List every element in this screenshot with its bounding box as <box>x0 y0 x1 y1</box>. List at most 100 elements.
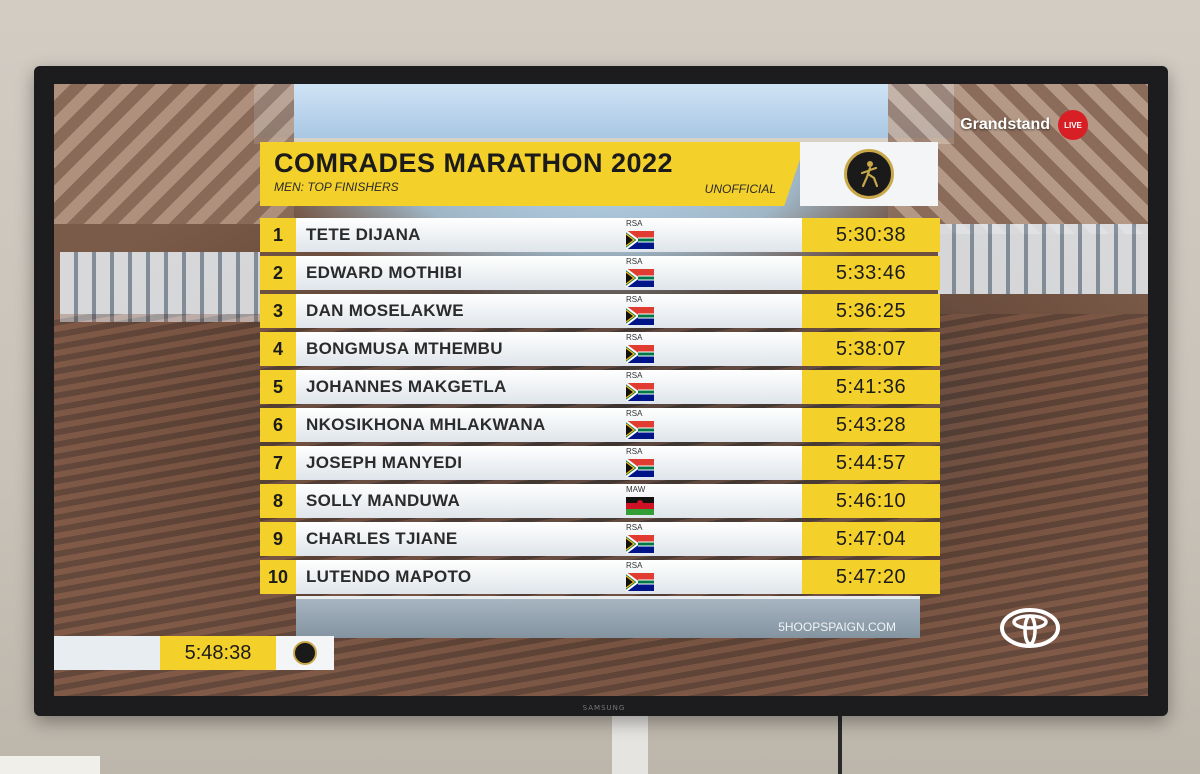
footer-sponsor: 5HOOPSPAIGN.COM <box>778 620 896 634</box>
result-nationality-code: RSA <box>626 561 643 570</box>
live-badge: LIVE <box>1058 110 1088 140</box>
result-athlete-name: DAN MOSELAKWE <box>306 301 464 320</box>
south-africa-flag-icon <box>626 535 654 553</box>
result-position: 2 <box>260 256 296 290</box>
result-nationality: RSA <box>626 523 656 555</box>
south-africa-flag-icon <box>626 573 654 591</box>
tv-brand: SAMSUNG <box>582 704 626 712</box>
result-athlete-name: BONGMUSA MTHEMBU <box>306 339 503 358</box>
result-row: 10 LUTENDO MAPOTO RSA 5:47:20 <box>260 560 940 594</box>
south-africa-flag-icon <box>626 231 654 249</box>
stadium-roof-opening <box>254 84 954 144</box>
south-africa-flag-icon <box>626 345 654 363</box>
board-header: COMRADES MARATHON 2022 MEN: TOP FINISHER… <box>260 142 806 206</box>
result-nationality: RSA <box>626 333 656 365</box>
result-row: 5 JOHANNES MAKGETLA RSA 5:41:36 <box>260 370 940 404</box>
channel-name: Grandstand <box>960 116 1050 133</box>
result-time: 5:30:38 <box>802 218 940 252</box>
result-position: 7 <box>260 446 296 480</box>
toyota-logo-icon <box>1000 608 1060 648</box>
stadium-stands-left <box>60 252 260 322</box>
result-position: 6 <box>260 408 296 442</box>
tv-screen: Grandstand LIVE COMRADES MARATHON 2022 M… <box>54 84 1148 696</box>
south-africa-flag-icon <box>626 269 654 287</box>
result-nationality: RSA <box>626 257 656 289</box>
result-athlete-cell: SOLLY MANDUWA MAW <box>296 484 802 518</box>
result-athlete-name: TETE DIJANA <box>306 225 421 244</box>
result-athlete-cell: TETE DIJANA RSA <box>296 218 802 252</box>
result-time: 5:41:36 <box>802 370 940 404</box>
malawi-flag-icon <box>626 497 654 515</box>
tv-mount-bracket <box>612 716 648 774</box>
south-africa-flag-icon <box>626 459 654 477</box>
result-athlete-cell: JOSEPH MANYEDI RSA <box>296 446 802 480</box>
result-nationality-code: RSA <box>626 257 643 266</box>
result-athlete-cell: NKOSIKHONA MHLAKWANA RSA <box>296 408 802 442</box>
result-row: 7 JOSEPH MANYEDI RSA 5:44:57 <box>260 446 940 480</box>
result-nationality-code: RSA <box>626 523 643 532</box>
result-athlete-cell: CHARLES TJIANE RSA <box>296 522 802 556</box>
result-row: 4 BONGMUSA MTHEMBU RSA 5:38:07 <box>260 332 940 366</box>
paper-note <box>0 756 100 774</box>
result-position: 1 <box>260 218 296 252</box>
result-time: 5:47:20 <box>802 560 940 594</box>
result-athlete-cell: DAN MOSELAKWE RSA <box>296 294 802 328</box>
result-time: 5:47:04 <box>802 522 940 556</box>
race-clock-panel <box>54 636 160 670</box>
south-africa-flag-icon <box>626 307 654 325</box>
comrades-mini-logo-icon <box>293 641 317 665</box>
race-clock-time: 5:48:38 <box>160 636 276 670</box>
stadium-roof-left <box>54 84 294 224</box>
result-position: 4 <box>260 332 296 366</box>
board-status: UNOFFICIAL <box>704 182 776 196</box>
board-subtitle: MEN: TOP FINISHERS <box>274 180 399 194</box>
comrades-logo-box <box>800 142 938 206</box>
stadium-stands-right <box>938 224 1148 294</box>
result-position: 10 <box>260 560 296 594</box>
result-nationality-code: RSA <box>626 409 643 418</box>
result-athlete-cell: EDWARD MOTHIBI RSA <box>296 256 802 290</box>
result-position: 3 <box>260 294 296 328</box>
result-nationality: RSA <box>626 295 656 327</box>
result-position: 8 <box>260 484 296 518</box>
result-athlete-cell: LUTENDO MAPOTO RSA <box>296 560 802 594</box>
result-time: 5:38:07 <box>802 332 940 366</box>
result-row: 2 EDWARD MOTHIBI RSA 5:33:46 <box>260 256 940 290</box>
result-nationality-code: MAW <box>626 485 646 494</box>
result-nationality: RSA <box>626 447 656 479</box>
result-athlete-name: SOLLY MANDUWA <box>306 491 461 510</box>
result-nationality: RSA <box>626 371 656 403</box>
result-athlete-cell: BONGMUSA MTHEMBU RSA <box>296 332 802 366</box>
result-nationality-code: RSA <box>626 295 643 304</box>
result-time: 5:33:46 <box>802 256 940 290</box>
result-athlete-name: JOSEPH MANYEDI <box>306 453 463 472</box>
comrades-logo-icon <box>844 149 894 199</box>
result-row: 1 TETE DIJANA RSA 5:30:38 <box>260 218 940 252</box>
race-clock-logo-box <box>276 636 334 670</box>
result-row: 6 NKOSIKHONA MHLAKWANA RSA 5:43:28 <box>260 408 940 442</box>
result-time: 5:36:25 <box>802 294 940 328</box>
runner-icon <box>860 161 879 188</box>
result-athlete-name: JOHANNES MAKGETLA <box>306 377 507 396</box>
board-footer: 5HOOPSPAIGN.COM <box>296 596 920 638</box>
result-nationality-code: RSA <box>626 371 643 380</box>
south-africa-flag-icon <box>626 421 654 439</box>
result-nationality: RSA <box>626 561 656 593</box>
result-row: 9 CHARLES TJIANE RSA 5:47:04 <box>260 522 940 556</box>
tv-cable <box>838 716 842 774</box>
result-athlete-name: CHARLES TJIANE <box>306 529 458 548</box>
channel-bug: Grandstand LIVE <box>960 110 1088 140</box>
result-time: 5:46:10 <box>802 484 940 518</box>
result-athlete-name: LUTENDO MAPOTO <box>306 567 472 586</box>
result-row: 3 DAN MOSELAKWE RSA 5:36:25 <box>260 294 940 328</box>
result-nationality-code: RSA <box>626 219 643 228</box>
result-nationality-code: RSA <box>626 333 643 342</box>
result-position: 5 <box>260 370 296 404</box>
result-nationality: RSA <box>626 219 656 251</box>
result-athlete-name: NKOSIKHONA MHLAKWANA <box>306 415 546 434</box>
board-title: COMRADES MARATHON 2022 <box>274 148 674 178</box>
results-list: 1 TETE DIJANA RSA 5:30:38 2 EDWARD MOTHIBI RSA… <box>260 218 940 598</box>
result-position: 9 <box>260 522 296 556</box>
race-clock: 5:48:38 <box>54 636 334 670</box>
result-athlete-name: EDWARD MOTHIBI <box>306 263 463 282</box>
